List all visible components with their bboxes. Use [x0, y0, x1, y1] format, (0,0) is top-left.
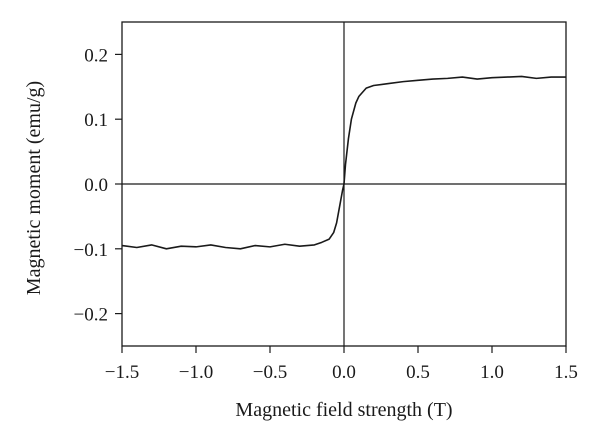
x-tick-label: 1.5: [554, 362, 578, 383]
x-tick-label: −1.5: [105, 362, 139, 383]
series-layer: [121, 75, 566, 250]
y-tick-label: −0.2: [74, 305, 108, 326]
y-axis-title: Magnetic moment (emu/g): [23, 81, 45, 295]
y-tick-label: 0.2: [84, 45, 108, 66]
x-tick-label: 1.0: [480, 362, 504, 383]
x-tick-label: −1.0: [179, 362, 213, 383]
x-tick-label: 0.5: [406, 362, 430, 383]
x-axis: −1.5 −1.0 −0.5 0.0 0.5 1.0 1.5: [105, 346, 578, 383]
series-line-0: [121, 75, 566, 250]
x-axis-title: Magnetic field strength (T): [235, 399, 452, 421]
y-axis: 0.2 0.1 0.0 −0.1 −0.2: [74, 45, 122, 326]
y-tick-label: 0.0: [84, 175, 108, 196]
y-tick-label: 0.1: [84, 110, 108, 131]
x-tick-label: 0.0: [332, 362, 356, 383]
y-tick-label: −0.1: [74, 240, 108, 261]
x-tick-label: −0.5: [253, 362, 287, 383]
